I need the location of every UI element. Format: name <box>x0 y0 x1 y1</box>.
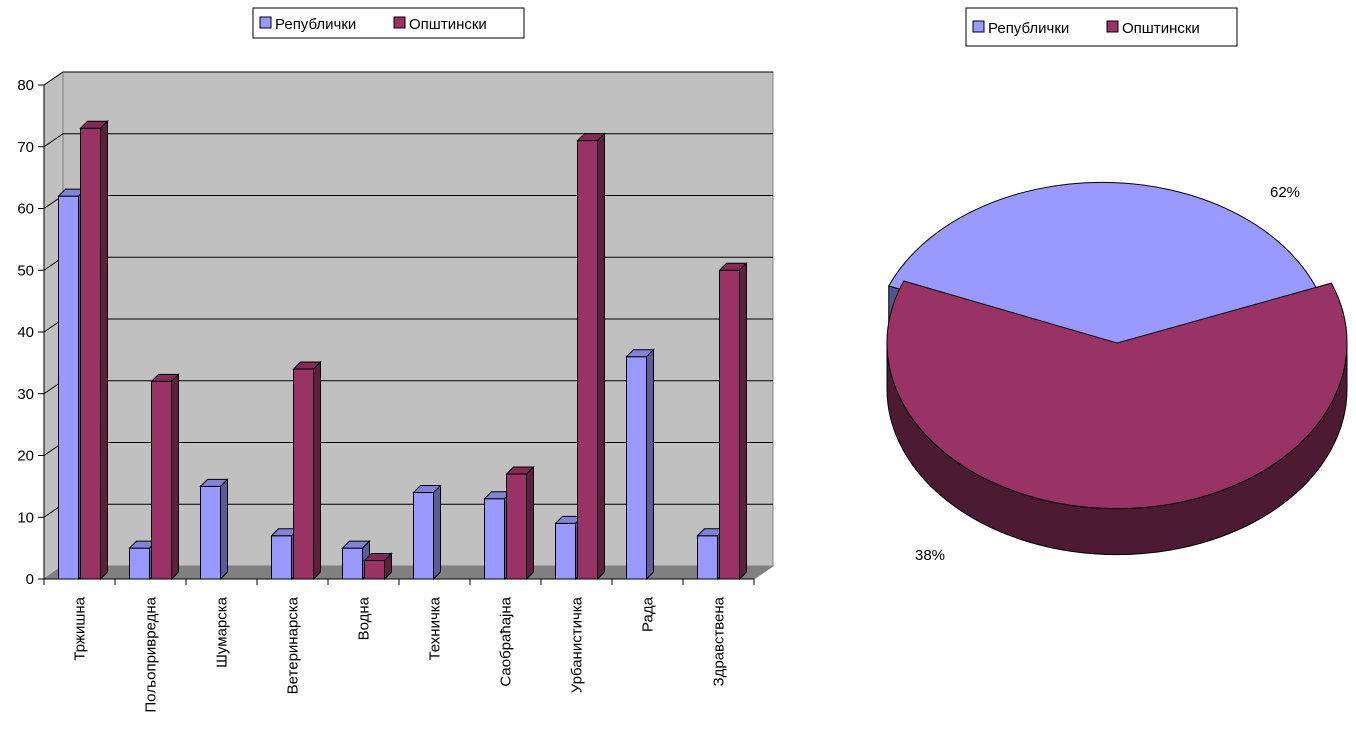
bar-chart-legend: Републички Општински <box>252 7 525 39</box>
bar-republic <box>625 348 655 581</box>
bar-municipal <box>292 360 322 581</box>
y-tick-label: 70 <box>17 139 34 156</box>
y-tick-label: 50 <box>17 262 34 279</box>
bar-municipal <box>718 262 748 581</box>
y-tick-label: 40 <box>17 324 34 341</box>
x-tick-label: Урбанистичка <box>569 596 586 693</box>
bar-municipal <box>79 120 109 581</box>
x-tick-label: Шумарска <box>214 596 231 667</box>
y-tick-label: 80 <box>17 77 34 94</box>
legend-label-republic: Републички <box>275 16 356 33</box>
legend-label-municipal: Општински <box>409 16 487 33</box>
y-tick-label: 20 <box>17 448 34 465</box>
x-axis-labels: Тржишна Пољопривредна Шумарска Ветеринарска… <box>43 579 755 713</box>
x-tick-label: Здравствена <box>711 596 728 686</box>
pie-chart-legend: Републички Општински <box>965 7 1238 47</box>
x-tick-label: Пољопривредна <box>143 596 160 712</box>
y-tick-label: 10 <box>17 509 34 526</box>
legend-swatch-municipal <box>393 16 406 29</box>
x-tick-label: Тржишна <box>72 596 89 660</box>
pie-slice-municipal <box>886 280 1348 510</box>
pie-chart: Републички Општински 38% 62% <box>886 7 1348 564</box>
bar-municipal <box>150 373 180 581</box>
pie-legend-swatch-republic <box>972 20 985 33</box>
gridline-diag <box>43 133 64 148</box>
bar-marks <box>57 120 748 581</box>
x-tick-label: Ветеринарска <box>285 596 302 694</box>
bar-municipal <box>505 465 535 581</box>
x-tick-label: Рада <box>640 596 657 632</box>
bar-republic <box>199 478 229 581</box>
pie-value-label-republic: 38% <box>915 547 945 564</box>
pie-slice-republic <box>888 181 1318 349</box>
pie-value-label-municipal: 62% <box>1270 184 1300 201</box>
x-tick-label: Техничка <box>427 596 444 660</box>
pie-slices: 38% 62% <box>886 181 1348 564</box>
legend-swatch-republic <box>259 16 272 29</box>
pie-legend-label-municipal: Општински <box>1122 20 1200 37</box>
bar-republic <box>412 484 442 581</box>
gridline-diag <box>43 71 64 86</box>
pie-legend-label-republic: Републички <box>988 20 1069 37</box>
pie-legend-swatch-municipal <box>1106 20 1119 33</box>
x-tick-label: Водна <box>356 596 373 640</box>
bar-chart: Републички Општински 0 10 20 30 40 50 60 70 80 Т… <box>17 7 775 713</box>
bar-municipal <box>576 132 606 581</box>
y-tick-label: 30 <box>17 386 34 403</box>
x-tick-label: Саобраћајна <box>498 596 515 686</box>
y-tick-label: 0 <box>26 571 34 588</box>
y-tick-label: 60 <box>17 201 34 218</box>
bar-municipal <box>363 552 393 581</box>
